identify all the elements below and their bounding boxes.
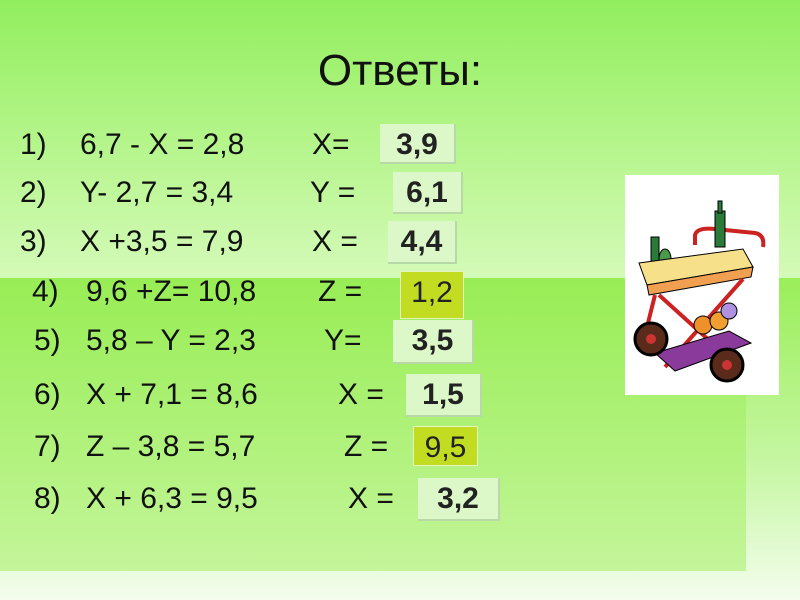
answer-box: 4,4 — [388, 221, 457, 264]
row-number: 3) — [20, 225, 47, 258]
equation: 6,7 - X = 2,8 — [80, 128, 245, 161]
row-number: 1) — [20, 128, 47, 161]
slide-title: Ответы: — [317, 46, 483, 95]
answer-box: 1,5 — [406, 374, 482, 417]
variable-label: X = — [338, 378, 384, 411]
answer-box: 3,5 — [393, 320, 474, 364]
row-number: 7) — [34, 430, 61, 463]
answer-box: 1,2 — [400, 271, 464, 319]
variable-label: X= — [312, 128, 350, 161]
answer-box: 9,5 — [413, 426, 478, 466]
variable-label: Z = — [318, 275, 363, 308]
background-panel — [0, 278, 746, 571]
answer-box: 3,2 — [418, 478, 500, 521]
serving-cart-image — [625, 175, 779, 395]
variable-label: X = — [348, 482, 394, 515]
variable-label: X = — [312, 225, 358, 258]
equation: 5,8 – Y = 2,3 — [86, 324, 256, 357]
serving-cart-icon — [633, 200, 766, 383]
answer-box: 3,9 — [380, 124, 456, 164]
equation: X + 7,1 = 8,6 — [86, 378, 258, 411]
variable-label: Z = — [344, 430, 389, 463]
variable-label: Y = — [310, 176, 356, 209]
row-number: 4) — [32, 275, 59, 308]
equation: 9,6 +Z= 10,8 — [86, 275, 257, 308]
row-number: 5) — [34, 324, 61, 357]
equation: Z – 3,8 = 5,7 — [86, 430, 256, 463]
row-number: 8) — [34, 482, 61, 515]
equation: X +3,5 = 7,9 — [80, 225, 244, 258]
equation: Y- 2,7 = 3,4 — [80, 176, 234, 209]
answer-box: 6,1 — [393, 172, 463, 214]
variable-label: Y= — [324, 324, 362, 357]
row-number: 6) — [34, 378, 61, 411]
equation: X + 6,3 = 9,5 — [86, 482, 258, 515]
row-number: 2) — [20, 176, 47, 209]
